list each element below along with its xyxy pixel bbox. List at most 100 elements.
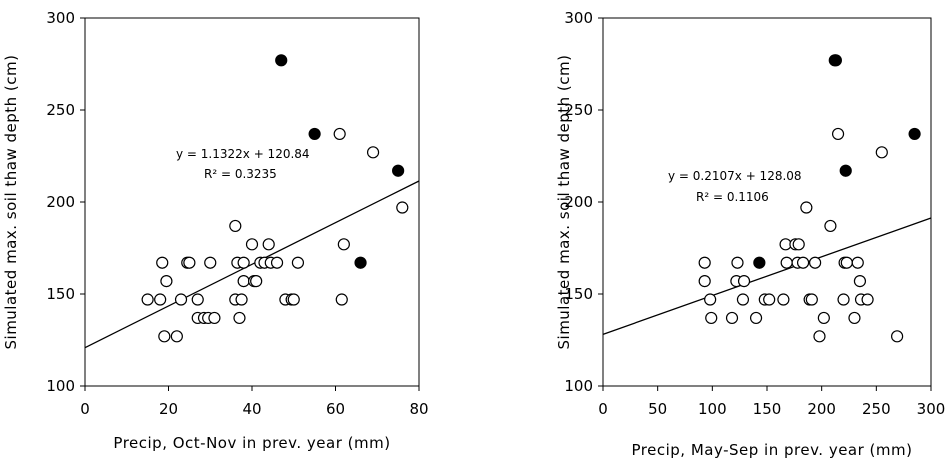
data-point-open [183, 256, 196, 269]
data-point-open [291, 256, 305, 269]
x-tick-label: 60 [326, 400, 345, 418]
data-point-open [191, 293, 204, 306]
data-point-open [796, 256, 810, 269]
data-point-open [891, 330, 904, 343]
plot-area [84, 17, 420, 387]
data-point-open [287, 293, 300, 306]
data-point-open [170, 330, 183, 343]
plot-area [602, 17, 932, 387]
data-point-filled [829, 54, 842, 67]
x-tick-label: 250 [862, 400, 891, 418]
data-point-open [861, 293, 874, 306]
data-point-open [851, 256, 864, 269]
trendline [602, 217, 932, 335]
data-point-open [333, 127, 346, 141]
data-point-open [698, 275, 711, 288]
data-point-open [875, 146, 888, 159]
data-point-filled [753, 256, 766, 269]
y-tick-label: 300 [46, 9, 75, 27]
data-point-open [780, 256, 793, 269]
x-tick-label: 50 [648, 400, 667, 418]
r-squared: R² = 0.1106 [696, 190, 769, 204]
data-point-filled [275, 54, 288, 67]
data-point-open [396, 201, 409, 214]
data-point-open [824, 219, 837, 233]
data-point-open [853, 275, 867, 288]
data-point-open [731, 256, 744, 269]
chart-oct-nov: 100 150 200 250 300 0 20 40 60 80 y = 1.1322x + … [2, 9, 429, 452]
data-point-open [698, 256, 711, 269]
data-point-open [749, 311, 763, 325]
data-point-open [813, 330, 826, 343]
data-point-open [777, 293, 790, 306]
data-point-open [335, 293, 348, 306]
chart-may-sep: 100 150 200 250 300 0 50 100 150 200 250 300 y = 0… [555, 9, 945, 459]
y-tick-label: 200 [46, 193, 75, 211]
data-point-open [158, 330, 171, 343]
x-tick-label: 300 [917, 400, 946, 418]
x-tick-label: 100 [698, 400, 727, 418]
x-tick-label: 200 [807, 400, 836, 418]
data-point-open [250, 275, 263, 288]
y-tick-label: 100 [46, 377, 75, 395]
x-tick-label: 20 [159, 400, 178, 418]
data-point-open [848, 311, 861, 325]
data-point-open [736, 293, 750, 306]
data-point-open [792, 238, 805, 251]
y-tick-label: 150 [46, 285, 75, 303]
trendline [84, 180, 420, 349]
data-point-filled [392, 164, 405, 177]
data-point-open [237, 256, 250, 269]
data-point-open [763, 293, 776, 306]
x-tick-label: 40 [242, 400, 261, 418]
x-axis-title: Precip, May-Sep in prev. year (mm) [632, 441, 913, 459]
data-point-open [204, 256, 217, 269]
y-axis-title: Simulated max. soil thaw depth (cm) [2, 55, 20, 350]
y-tick-label: 150 [564, 285, 593, 303]
data-point-open [160, 275, 173, 288]
x-axis-title: Precip, Oct-Nov in prev. year (mm) [113, 434, 390, 452]
regression-equation: y = 0.2107x + 128.08 [668, 169, 802, 183]
y-tick-label: 200 [564, 193, 593, 211]
data-point-open [737, 275, 751, 288]
data-point-open [174, 293, 188, 306]
x-tick-label: 0 [598, 400, 608, 418]
r-squared: R² = 0.3235 [204, 167, 277, 181]
data-point-open [831, 127, 845, 141]
data-point-open [704, 293, 717, 306]
x-tick-label: 0 [80, 400, 90, 418]
data-point-open [245, 238, 259, 251]
y-tick-label: 250 [564, 101, 593, 119]
data-point-filled [908, 127, 921, 141]
data-point-open [817, 311, 830, 325]
y-tick-label: 300 [564, 9, 593, 27]
data-point-open [229, 219, 242, 233]
data-point-filled [308, 127, 321, 141]
data-point-open [270, 256, 284, 269]
data-point-open [208, 311, 221, 325]
data-point-open [840, 256, 853, 269]
data-point-open [141, 293, 154, 306]
data-point-open [805, 293, 818, 306]
x-tick-label: 80 [409, 400, 428, 418]
data-point-filled [354, 256, 367, 269]
data-point-open [705, 311, 718, 325]
data-point-open [154, 293, 167, 306]
data-point-open [237, 275, 250, 288]
data-point-open [800, 201, 813, 214]
data-point-open [262, 238, 275, 251]
data-point-open [366, 146, 380, 159]
y-axis-title: Simulated max. soil thaw depth (cm) [555, 55, 573, 350]
x-tick-label: 150 [753, 400, 782, 418]
y-tick-label: 100 [564, 377, 593, 395]
data-point-open [725, 311, 739, 325]
data-point-filled [839, 164, 852, 177]
data-point-open [837, 293, 850, 306]
y-tick-label: 250 [46, 101, 75, 119]
data-point-open [235, 293, 248, 306]
data-point-open [233, 311, 246, 325]
regression-equation: y = 1.1322x + 120.84 [176, 147, 310, 161]
data-point-open [809, 256, 822, 269]
data-point-open [337, 238, 350, 251]
